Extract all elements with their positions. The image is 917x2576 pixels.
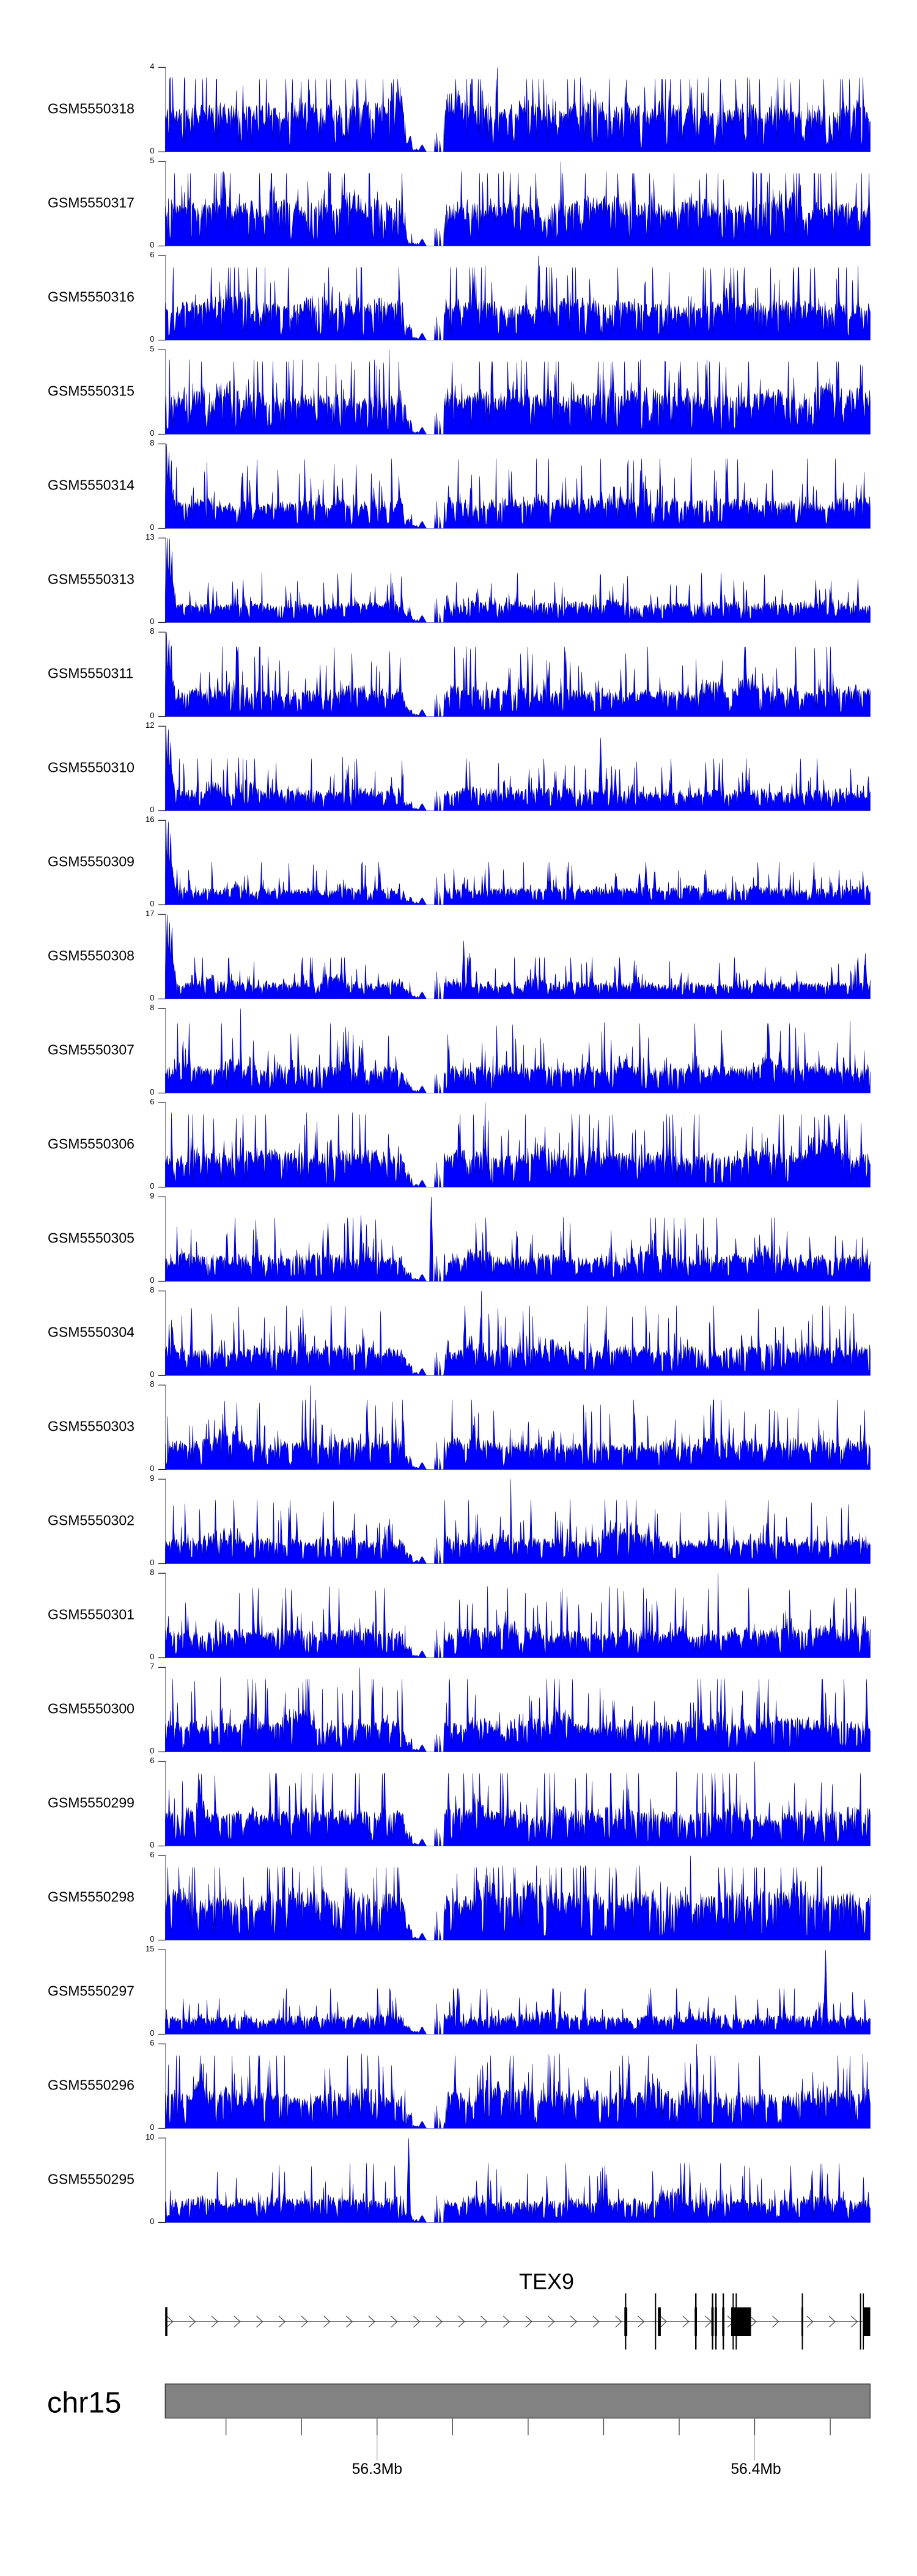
- svg-text:GSM5550300: GSM5550300: [48, 1700, 134, 1716]
- svg-text:15: 15: [145, 1944, 154, 1953]
- svg-text:7: 7: [150, 1662, 154, 1671]
- svg-text:chr15: chr15: [47, 2387, 121, 2420]
- svg-text:0: 0: [150, 1746, 154, 1755]
- svg-text:0: 0: [150, 2028, 154, 2038]
- svg-text:0: 0: [150, 523, 154, 532]
- svg-text:GSM5550313: GSM5550313: [48, 571, 134, 587]
- svg-text:5: 5: [150, 156, 154, 165]
- svg-text:TEX9: TEX9: [519, 2269, 574, 2294]
- svg-text:0: 0: [150, 2123, 154, 2132]
- svg-text:GSM5550297: GSM5550297: [48, 1983, 134, 1998]
- svg-text:5: 5: [150, 344, 154, 353]
- svg-text:GSM5550310: GSM5550310: [48, 759, 134, 775]
- svg-text:6: 6: [150, 1097, 154, 1106]
- svg-text:0: 0: [150, 146, 154, 155]
- svg-text:GSM5550298: GSM5550298: [48, 1888, 134, 1904]
- svg-text:8: 8: [150, 1285, 154, 1294]
- svg-text:0: 0: [150, 899, 154, 908]
- svg-text:GSM5550295: GSM5550295: [48, 2171, 134, 2187]
- svg-text:9: 9: [150, 1473, 154, 1483]
- svg-text:8: 8: [150, 1379, 154, 1389]
- svg-text:0: 0: [150, 1840, 154, 1849]
- svg-text:56.3Mb: 56.3Mb: [352, 2461, 402, 2478]
- svg-text:GSM5550311: GSM5550311: [48, 665, 133, 681]
- svg-text:4: 4: [150, 62, 154, 71]
- svg-text:12: 12: [145, 721, 154, 730]
- svg-text:0: 0: [150, 1181, 154, 1191]
- svg-text:0: 0: [150, 1370, 154, 1379]
- svg-text:GSM5550306: GSM5550306: [48, 1136, 134, 1151]
- svg-text:0: 0: [150, 334, 154, 343]
- svg-text:16: 16: [145, 815, 154, 824]
- svg-text:0: 0: [150, 993, 154, 1002]
- svg-text:GSM5550301: GSM5550301: [48, 1606, 134, 1622]
- svg-text:17: 17: [145, 909, 154, 918]
- svg-text:GSM5550314: GSM5550314: [48, 477, 134, 493]
- svg-text:0: 0: [150, 2217, 154, 2226]
- svg-text:GSM5550296: GSM5550296: [48, 2077, 134, 2093]
- svg-text:6: 6: [150, 1850, 154, 1859]
- svg-text:GSM5550318: GSM5550318: [48, 100, 134, 116]
- svg-text:10: 10: [145, 2132, 154, 2141]
- svg-text:8: 8: [150, 438, 154, 447]
- svg-text:GSM5550303: GSM5550303: [48, 1418, 134, 1434]
- svg-text:0: 0: [150, 711, 154, 720]
- svg-text:GSM5550307: GSM5550307: [48, 1041, 134, 1057]
- svg-text:GSM5550316: GSM5550316: [48, 288, 134, 304]
- svg-text:0: 0: [150, 1558, 154, 1567]
- svg-text:GSM5550305: GSM5550305: [48, 1230, 134, 1246]
- svg-text:56.4Mb: 56.4Mb: [731, 2461, 781, 2478]
- svg-text:8: 8: [150, 1568, 154, 1577]
- svg-text:8: 8: [150, 1003, 154, 1012]
- svg-text:GSM5550317: GSM5550317: [48, 194, 134, 210]
- svg-text:9: 9: [150, 1191, 154, 1200]
- svg-text:8: 8: [150, 626, 154, 636]
- svg-text:GSM5550299: GSM5550299: [48, 1794, 134, 1810]
- svg-text:GSM5550304: GSM5550304: [48, 1324, 134, 1340]
- svg-text:0: 0: [150, 240, 154, 249]
- svg-text:0: 0: [150, 1087, 154, 1096]
- svg-text:13: 13: [145, 532, 154, 541]
- svg-text:0: 0: [150, 1934, 154, 1943]
- svg-text:6: 6: [150, 2038, 154, 2047]
- svg-text:0: 0: [150, 428, 154, 438]
- svg-text:0: 0: [150, 1652, 154, 1661]
- svg-text:GSM5550302: GSM5550302: [48, 1512, 134, 1528]
- svg-text:0: 0: [150, 1275, 154, 1285]
- svg-text:0: 0: [150, 1464, 154, 1473]
- svg-text:6: 6: [150, 250, 154, 259]
- svg-text:6: 6: [150, 1756, 154, 1765]
- svg-text:0: 0: [150, 617, 154, 626]
- svg-text:GSM5550309: GSM5550309: [48, 853, 134, 869]
- svg-text:GSM5550308: GSM5550308: [48, 947, 134, 963]
- svg-text:0: 0: [150, 805, 154, 814]
- svg-text:GSM5550315: GSM5550315: [48, 383, 134, 398]
